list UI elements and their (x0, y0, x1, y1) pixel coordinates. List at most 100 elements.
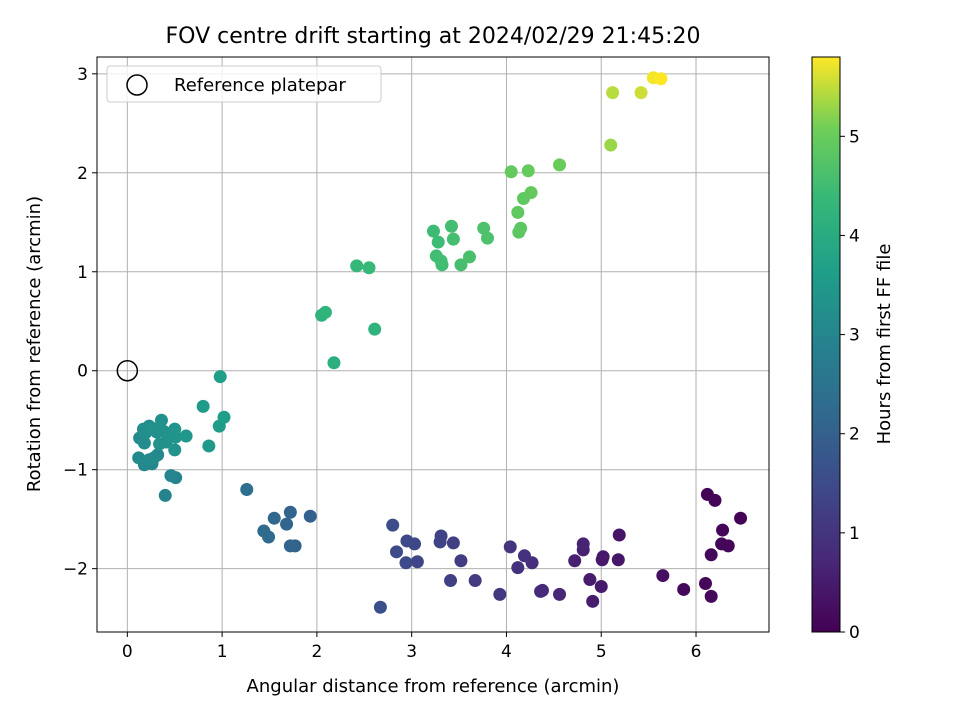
colorbar-tick-label: 3 (849, 326, 860, 346)
y-tick-label: 1 (77, 263, 88, 283)
data-points (132, 71, 748, 614)
data-point (517, 549, 531, 563)
data-point (634, 86, 648, 100)
data-point (594, 579, 608, 593)
data-point (283, 505, 297, 519)
data-point (553, 587, 567, 601)
data-point (362, 261, 376, 275)
data-point (716, 523, 730, 537)
colorbar-gradient (811, 56, 841, 633)
colorbar-tick-label: 1 (849, 524, 860, 544)
data-point (399, 556, 413, 570)
data-point (604, 138, 618, 152)
colorbar-tick-label: 4 (849, 226, 860, 246)
data-point (708, 493, 722, 507)
x-tick-label: 4 (501, 642, 512, 662)
legend-entry-label: Reference platepar (174, 75, 346, 96)
legend: Reference platepar (106, 65, 382, 103)
data-point (446, 232, 460, 246)
data-point (400, 534, 414, 548)
x-axis-label: Angular distance from reference (arcmin) (247, 676, 620, 697)
data-point (202, 439, 216, 453)
data-point (704, 589, 718, 603)
data-point (654, 72, 668, 86)
data-point (179, 429, 193, 443)
colorbar: 0 1 2 3 4 5 Hours from first FF file (811, 56, 895, 643)
data-point (154, 413, 168, 427)
data-point (583, 573, 597, 587)
data-point (217, 410, 231, 424)
data-point (477, 221, 491, 235)
data-point (480, 231, 494, 245)
data-point (257, 524, 271, 538)
data-point (386, 518, 400, 532)
data-point (410, 555, 424, 569)
colorbar-label: Hours from first FF file (874, 244, 895, 445)
data-point (158, 488, 172, 502)
data-point (213, 370, 227, 384)
data-point (721, 539, 735, 553)
data-point (431, 235, 445, 249)
data-point (612, 528, 626, 542)
y-tick-label: 0 (77, 362, 88, 382)
colorbar-tick-label: 0 (849, 623, 860, 643)
data-point (444, 219, 458, 233)
data-point (698, 577, 712, 591)
data-point (514, 221, 528, 235)
data-point (137, 436, 151, 450)
x-tick-label: 6 (691, 642, 702, 662)
data-point (656, 569, 670, 583)
data-point (318, 305, 332, 319)
data-point (390, 545, 404, 559)
y-axis-ticks: −2 −1 0 1 2 3 (63, 65, 97, 580)
data-point (611, 553, 625, 567)
y-tick-label: 2 (77, 164, 88, 184)
data-point (280, 517, 294, 531)
y-axis-label: Rotation from reference (arcmin) (24, 196, 45, 492)
data-point (503, 540, 517, 554)
data-point (454, 554, 468, 568)
x-tick-label: 0 (122, 642, 133, 662)
data-point (524, 186, 538, 200)
reference-marker (116, 359, 139, 382)
data-point (434, 254, 448, 268)
x-tick-label: 5 (596, 642, 607, 662)
data-point (553, 158, 567, 172)
data-point (511, 561, 525, 575)
data-point (677, 582, 691, 596)
data-point (283, 539, 297, 553)
data-point (704, 548, 718, 562)
data-point (493, 587, 507, 601)
data-point (368, 322, 382, 336)
data-point (504, 165, 518, 179)
data-point (568, 554, 582, 568)
legend-marker (126, 74, 148, 96)
grid-lines (97, 57, 769, 632)
data-point (132, 451, 146, 465)
x-tick-label: 3 (406, 642, 417, 662)
data-point (534, 584, 548, 598)
data-point (606, 86, 620, 100)
chart-title: FOV centre drift starting at 2024/02/29 … (166, 24, 701, 49)
colorbar-ticks: 0 1 2 3 4 5 (840, 127, 860, 643)
data-point (303, 509, 317, 523)
data-point (196, 399, 210, 413)
x-axis-ticks: 0 1 2 3 4 5 6 (122, 632, 702, 662)
data-point (734, 511, 748, 525)
reference-platepar-marker (116, 359, 139, 382)
data-point (446, 536, 460, 550)
data-point (147, 451, 161, 465)
data-point (350, 259, 364, 273)
data-point (454, 258, 468, 272)
colorbar-tick-label: 5 (849, 127, 860, 147)
data-point (267, 511, 281, 525)
x-tick-label: 1 (217, 642, 228, 662)
data-point (444, 574, 458, 588)
data-point (373, 600, 387, 614)
data-point (521, 164, 535, 178)
y-tick-label: −1 (63, 461, 88, 481)
x-tick-label: 2 (311, 642, 322, 662)
data-point (433, 535, 447, 549)
legend-box (106, 65, 382, 103)
